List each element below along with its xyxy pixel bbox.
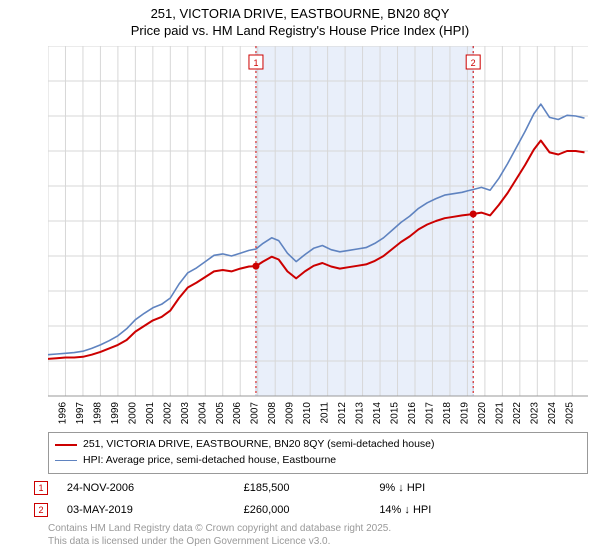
legend-row: HPI: Average price, semi-detached house,… bbox=[55, 453, 581, 469]
svg-text:2013: 2013 bbox=[355, 402, 366, 424]
svg-text:2: 2 bbox=[471, 58, 476, 68]
svg-text:1996: 1996 bbox=[57, 402, 68, 424]
svg-text:2023: 2023 bbox=[529, 402, 540, 424]
legend-label: HPI: Average price, semi-detached house,… bbox=[83, 453, 336, 469]
title-line1: 251, VICTORIA DRIVE, EASTBOURNE, BN20 8Q… bbox=[0, 6, 600, 23]
legend-label: 251, VICTORIA DRIVE, EASTBOURNE, BN20 8Q… bbox=[83, 437, 435, 453]
svg-text:2008: 2008 bbox=[267, 402, 278, 424]
marker-diff: 14% ↓ HPI bbox=[379, 500, 585, 520]
line-chart-svg: £0£50K£100K£150K£200K£250K£300K£350K£400… bbox=[48, 46, 588, 424]
svg-text:2020: 2020 bbox=[477, 402, 488, 424]
svg-text:2025: 2025 bbox=[564, 402, 575, 424]
svg-text:1: 1 bbox=[253, 58, 258, 68]
marker-date: 03-MAY-2019 bbox=[67, 500, 242, 520]
svg-text:2014: 2014 bbox=[372, 402, 383, 424]
svg-text:2007: 2007 bbox=[250, 402, 261, 424]
footer-note: Contains HM Land Registry data © Crown c… bbox=[48, 522, 588, 548]
chart-title-block: 251, VICTORIA DRIVE, EASTBOURNE, BN20 8Q… bbox=[0, 0, 600, 40]
legend-swatch bbox=[55, 460, 77, 461]
legend-row: 251, VICTORIA DRIVE, EASTBOURNE, BN20 8Q… bbox=[55, 437, 581, 453]
svg-text:2001: 2001 bbox=[145, 402, 156, 424]
markers-table: 1 24-NOV-2006£185,5009% ↓ HPI 2 03-MAY-2019… bbox=[32, 476, 587, 522]
svg-text:2016: 2016 bbox=[407, 402, 418, 424]
svg-text:2000: 2000 bbox=[127, 402, 138, 424]
svg-text:1998: 1998 bbox=[92, 402, 103, 424]
svg-text:2021: 2021 bbox=[494, 402, 505, 424]
marker-date: 24-NOV-2006 bbox=[67, 478, 242, 498]
marker-price: £185,500 bbox=[244, 478, 378, 498]
svg-text:2015: 2015 bbox=[390, 402, 401, 424]
marker-badge-cell: 1 bbox=[34, 478, 65, 498]
marker-price: £260,000 bbox=[244, 500, 378, 520]
marker-badge-cell: 2 bbox=[34, 500, 65, 520]
footer-line1: Contains HM Land Registry data © Crown c… bbox=[48, 522, 588, 535]
title-line2: Price paid vs. HM Land Registry's House … bbox=[0, 23, 600, 40]
svg-text:1999: 1999 bbox=[110, 402, 121, 424]
marker-badge: 2 bbox=[34, 503, 48, 517]
marker-row: 1 24-NOV-2006£185,5009% ↓ HPI bbox=[34, 478, 585, 498]
chart-area: £0£50K£100K£150K£200K£250K£300K£350K£400… bbox=[48, 46, 588, 424]
svg-text:2010: 2010 bbox=[302, 402, 313, 424]
legend-swatch bbox=[55, 444, 77, 446]
svg-text:2009: 2009 bbox=[285, 402, 296, 424]
svg-text:2006: 2006 bbox=[232, 402, 243, 424]
svg-text:2018: 2018 bbox=[442, 402, 453, 424]
svg-text:2022: 2022 bbox=[512, 402, 523, 424]
svg-text:2011: 2011 bbox=[320, 402, 331, 424]
marker-diff: 9% ↓ HPI bbox=[379, 478, 585, 498]
svg-text:2024: 2024 bbox=[547, 402, 558, 424]
footer-line2: This data is licensed under the Open Gov… bbox=[48, 535, 588, 548]
svg-text:2003: 2003 bbox=[180, 402, 191, 424]
svg-text:2012: 2012 bbox=[337, 402, 348, 424]
svg-text:1995: 1995 bbox=[48, 402, 51, 424]
svg-text:2005: 2005 bbox=[215, 402, 226, 424]
legend: 251, VICTORIA DRIVE, EASTBOURNE, BN20 8Q… bbox=[48, 432, 588, 474]
svg-text:1997: 1997 bbox=[75, 402, 86, 424]
svg-text:2017: 2017 bbox=[424, 402, 435, 424]
marker-badge: 1 bbox=[34, 481, 48, 495]
marker-row: 2 03-MAY-2019£260,00014% ↓ HPI bbox=[34, 500, 585, 520]
svg-text:2004: 2004 bbox=[197, 402, 208, 424]
svg-text:2019: 2019 bbox=[459, 402, 470, 424]
svg-text:2002: 2002 bbox=[162, 402, 173, 424]
